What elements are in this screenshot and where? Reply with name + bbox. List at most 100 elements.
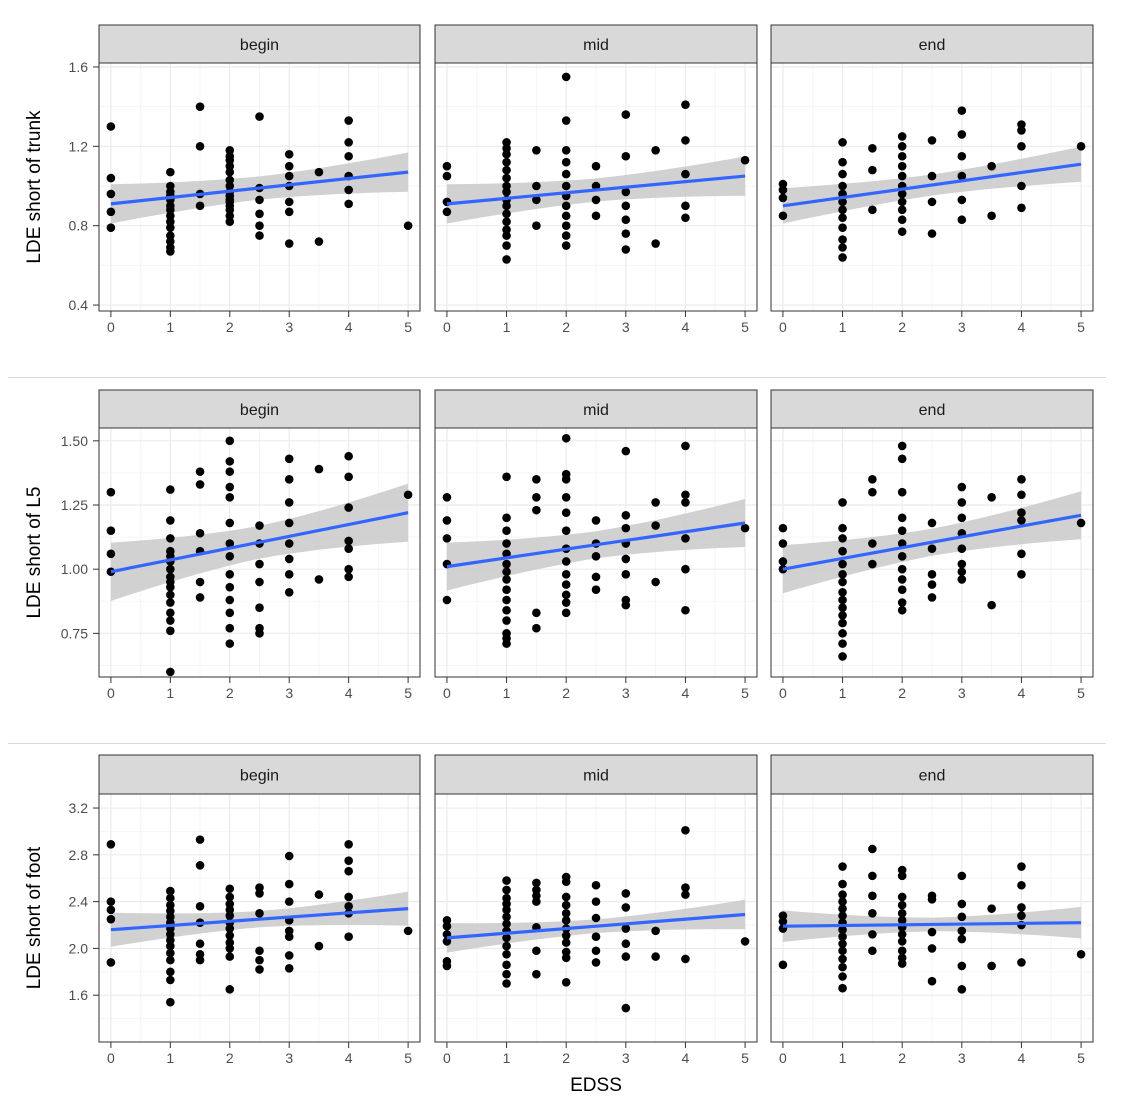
data-point xyxy=(1017,958,1026,967)
data-point xyxy=(106,122,116,131)
data-point xyxy=(561,493,571,502)
data-point xyxy=(591,897,601,906)
x-tick-label: 3 xyxy=(958,319,966,335)
data-point xyxy=(502,539,511,548)
data-point xyxy=(868,844,877,854)
facet-strip xyxy=(770,754,1094,795)
data-point xyxy=(927,136,937,145)
data-point xyxy=(957,912,967,922)
facet-strip-label: mid xyxy=(583,768,609,785)
x-tick-label: 1 xyxy=(503,1050,511,1066)
data-point xyxy=(314,575,324,584)
data-point xyxy=(838,223,847,232)
data-point xyxy=(166,534,175,543)
x-tick-label: 3 xyxy=(285,319,293,335)
y-axis-title-1: LDE short of trunk xyxy=(24,110,45,264)
data-point xyxy=(957,575,967,584)
x-tick-label: 5 xyxy=(404,685,412,701)
data-point xyxy=(778,211,788,221)
panel-3-begin: begin 0 1 2 3 4 5 xyxy=(98,754,421,1066)
data-point xyxy=(621,924,631,933)
data-point xyxy=(442,961,452,971)
data-point xyxy=(561,953,571,963)
data-point xyxy=(166,626,175,636)
data-point xyxy=(897,513,907,523)
x-tick-label: 0 xyxy=(107,319,115,335)
data-point xyxy=(681,441,690,451)
data-point xyxy=(255,195,264,205)
data-point xyxy=(897,892,907,902)
facet-strip-label: end xyxy=(919,402,946,419)
data-point xyxy=(897,441,907,451)
data-point xyxy=(1017,570,1026,579)
data-point xyxy=(868,909,877,918)
data-point xyxy=(897,197,907,207)
data-point xyxy=(403,926,413,936)
data-point xyxy=(651,952,660,961)
data-point xyxy=(225,570,235,579)
data-point xyxy=(255,946,264,956)
data-point xyxy=(957,498,967,507)
data-point xyxy=(284,570,294,579)
data-point xyxy=(838,498,847,507)
panel-border xyxy=(98,427,421,678)
data-point xyxy=(255,209,264,219)
facet-strip xyxy=(434,24,758,64)
data-point xyxy=(166,205,175,215)
x-tick-label: 3 xyxy=(622,685,630,701)
data-point xyxy=(897,900,907,910)
data-point xyxy=(897,585,907,595)
data-point xyxy=(255,577,264,587)
data-point xyxy=(344,840,353,849)
data-point xyxy=(166,247,175,256)
data-point xyxy=(166,616,175,625)
data-point xyxy=(681,498,690,507)
data-point xyxy=(166,997,175,1007)
data-point xyxy=(651,145,660,155)
data-point xyxy=(502,567,511,577)
data-point xyxy=(838,629,847,638)
x-tick-label: 5 xyxy=(1077,1050,1085,1066)
data-point xyxy=(166,217,175,227)
row-separator-2 xyxy=(8,743,1106,744)
data-point xyxy=(532,623,541,633)
data-point xyxy=(106,840,116,849)
data-point xyxy=(838,911,847,920)
data-point xyxy=(838,595,847,605)
data-point xyxy=(838,603,847,612)
data-point xyxy=(957,106,967,115)
data-point xyxy=(561,116,571,125)
data-point xyxy=(897,946,907,956)
data-point xyxy=(502,876,511,885)
x-tick-label: 0 xyxy=(779,319,787,335)
data-point xyxy=(532,221,541,230)
data-point xyxy=(106,223,116,232)
data-point xyxy=(502,526,511,535)
data-point xyxy=(106,526,116,535)
data-point xyxy=(591,211,601,221)
data-point xyxy=(838,652,847,661)
data-point xyxy=(166,598,175,607)
data-point xyxy=(255,112,264,121)
data-point xyxy=(838,890,847,899)
data-point xyxy=(284,149,294,159)
data-point xyxy=(591,913,601,923)
data-point xyxy=(166,223,175,232)
data-point xyxy=(284,897,294,906)
data-point xyxy=(927,171,937,181)
data-point xyxy=(838,611,847,620)
data-point xyxy=(927,976,937,986)
y-tick-label: 0.8 xyxy=(69,218,89,234)
data-point xyxy=(621,600,631,610)
data-point xyxy=(1017,120,1026,129)
data-point xyxy=(957,961,967,971)
data-point xyxy=(344,503,353,512)
data-point xyxy=(442,595,452,605)
data-point xyxy=(897,605,907,615)
data-point xyxy=(957,215,967,225)
data-point xyxy=(225,582,235,592)
data-point xyxy=(1076,142,1086,151)
data-point xyxy=(621,229,631,238)
data-point xyxy=(225,608,235,618)
x-tick-label: 1 xyxy=(503,685,511,701)
